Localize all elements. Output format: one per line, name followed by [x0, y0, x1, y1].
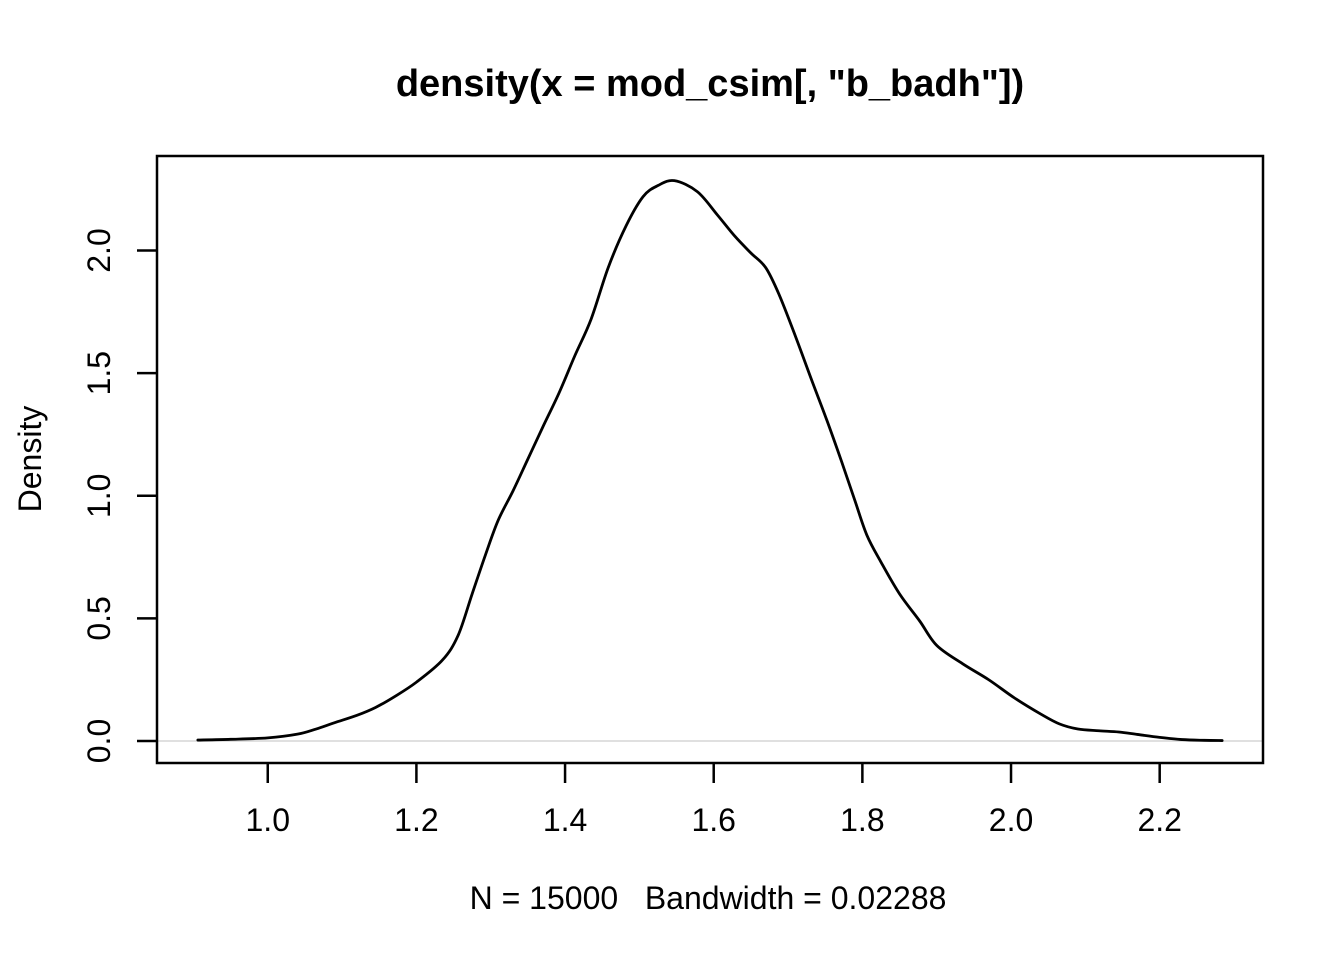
y-axis-tick-label: 2.0	[81, 228, 117, 272]
density-curve	[196, 179, 1224, 742]
x-axis-tick-label: 1.2	[394, 802, 438, 838]
x-axis-tick-label: 1.4	[543, 802, 587, 838]
x-axis-tick-label: 1.6	[691, 802, 735, 838]
chart-title: density(x = mod_csim[, "b_badh"])	[396, 63, 1024, 105]
plot-border	[155, 154, 1265, 765]
y-axis-label: Density	[12, 406, 48, 513]
plot-border-layer	[155, 154, 1265, 765]
y-axis-tick-label: 0.0	[81, 719, 117, 763]
x-axis: 1.0 1.2 1.4 1.6 1.8 2.0 2.2	[246, 763, 1182, 838]
x-axis-tick-label: 2.2	[1137, 802, 1181, 838]
density-curve-layer	[196, 179, 1224, 742]
y-axis-tick-label: 1.5	[81, 351, 117, 395]
x-axis-tick-label: 1.0	[246, 802, 290, 838]
y-axis-tick-label: 0.5	[81, 596, 117, 640]
y-axis-tick-label: 1.0	[81, 474, 117, 518]
x-axis-tick-label: 1.8	[840, 802, 884, 838]
y-axis: 0.0 0.5 1.0 1.5 2.0	[81, 228, 157, 763]
x-axis-tick-label: 2.0	[989, 802, 1033, 838]
x-axis-label: N = 15000 Bandwidth = 0.02288	[470, 880, 947, 916]
